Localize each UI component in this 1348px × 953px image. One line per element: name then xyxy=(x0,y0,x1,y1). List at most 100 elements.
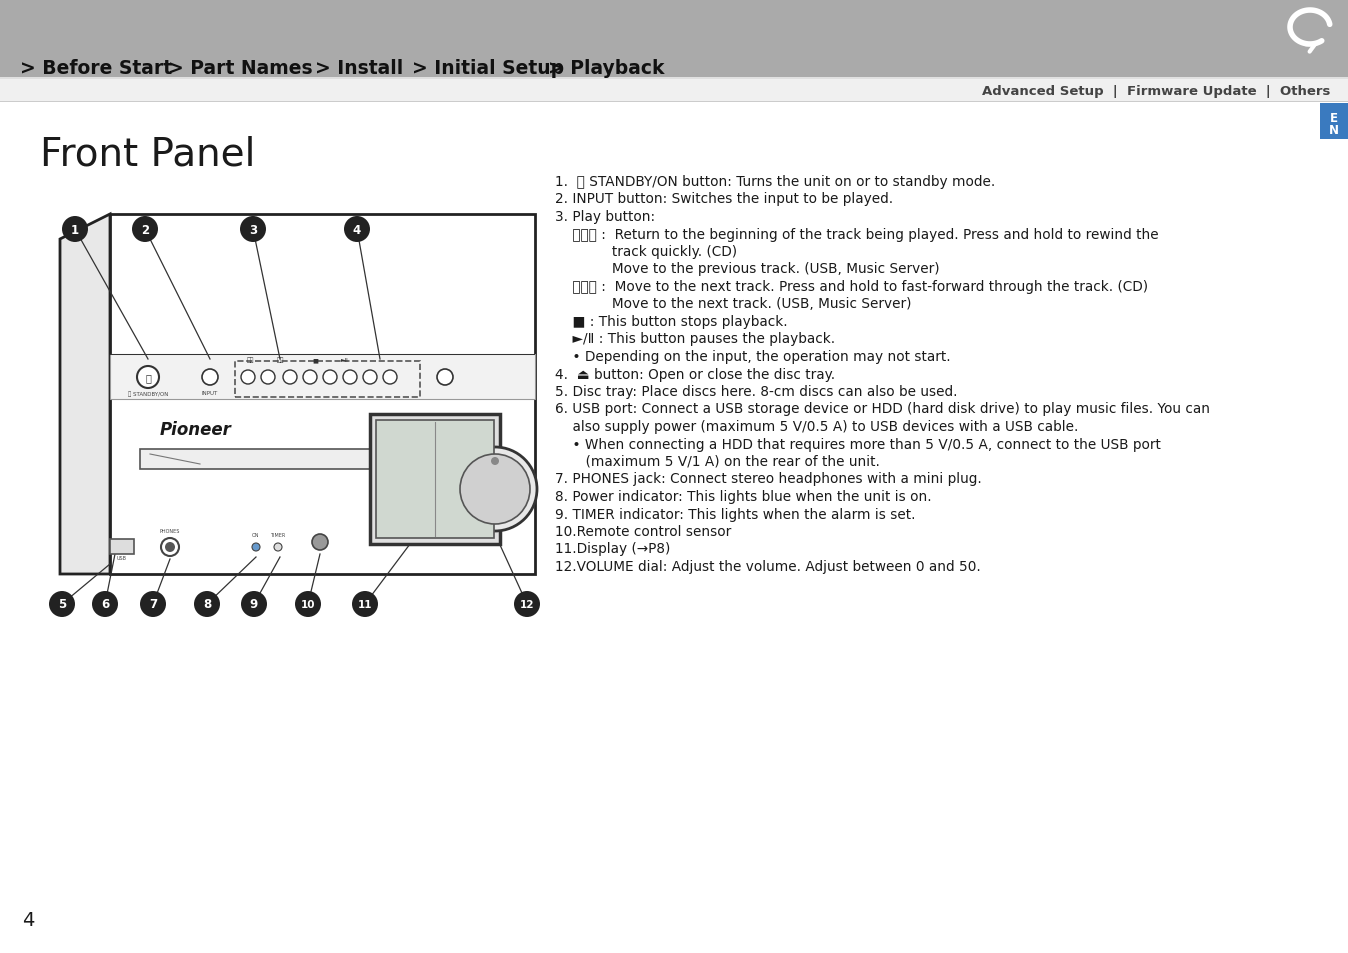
Text: 9. TIMER indicator: This lights when the alarm is set.: 9. TIMER indicator: This lights when the… xyxy=(555,507,915,521)
Bar xyxy=(0,80,1348,102)
Text: 11.Display (→P8): 11.Display (→P8) xyxy=(555,542,670,556)
Text: (maximum 5 V/1 A) on the rear of the unit.: (maximum 5 V/1 A) on the rear of the uni… xyxy=(555,455,880,469)
Text: Move to the previous track. (USB, Music Server): Move to the previous track. (USB, Music … xyxy=(555,262,940,276)
Text: ⏭⏭⏭ :  Move to the next track. Press and hold to fast-forward through the track.: ⏭⏭⏭ : Move to the next track. Press and … xyxy=(555,280,1148,294)
Text: Front Panel: Front Panel xyxy=(40,135,255,172)
Text: track quickly. (CD): track quickly. (CD) xyxy=(555,245,737,258)
Text: 5: 5 xyxy=(58,598,66,611)
Text: ON: ON xyxy=(252,533,260,537)
Text: N: N xyxy=(1329,123,1339,136)
Text: ⏭⏭: ⏭⏭ xyxy=(276,357,283,363)
Text: Pioneer: Pioneer xyxy=(160,420,232,438)
Circle shape xyxy=(324,371,337,385)
Circle shape xyxy=(252,543,260,552)
Text: 2. INPUT button: Switches the input to be played.: 2. INPUT button: Switches the input to b… xyxy=(555,193,894,206)
Circle shape xyxy=(295,592,321,618)
Circle shape xyxy=(241,592,267,618)
Text: • When connecting a HDD that requires more than 5 V/0.5 A, connect to the USB po: • When connecting a HDD that requires mo… xyxy=(555,437,1161,451)
Text: ⏻: ⏻ xyxy=(146,373,151,382)
Text: 1.  ⓨ STANDBY/ON button: Turns the unit on or to standby mode.: 1. ⓨ STANDBY/ON button: Turns the unit o… xyxy=(555,174,995,189)
Text: > Before Start: > Before Start xyxy=(20,58,173,77)
Text: 6: 6 xyxy=(101,598,109,611)
Text: Move to the next track. (USB, Music Server): Move to the next track. (USB, Music Serv… xyxy=(555,297,911,312)
Polygon shape xyxy=(111,214,535,575)
Text: USB: USB xyxy=(117,556,127,560)
Text: ■ : This button stops playback.: ■ : This button stops playback. xyxy=(555,314,787,329)
Text: 9: 9 xyxy=(249,598,257,611)
Text: TIMER: TIMER xyxy=(271,533,286,537)
Text: > Playback: > Playback xyxy=(549,58,665,77)
Text: ►Ⅱ: ►Ⅱ xyxy=(341,357,349,363)
Bar xyxy=(235,361,421,397)
Circle shape xyxy=(383,371,398,385)
Bar xyxy=(140,450,380,470)
Text: 12: 12 xyxy=(520,599,534,609)
Bar xyxy=(1320,104,1348,140)
Circle shape xyxy=(241,371,255,385)
Text: also supply power (maximum 5 V/0.5 A) to USB devices with a USB cable.: also supply power (maximum 5 V/0.5 A) to… xyxy=(555,419,1078,434)
Bar xyxy=(376,420,493,538)
Circle shape xyxy=(352,592,377,618)
Text: 7: 7 xyxy=(148,598,158,611)
Circle shape xyxy=(62,216,88,243)
Text: 8: 8 xyxy=(204,598,212,611)
Circle shape xyxy=(202,370,218,386)
Text: 4: 4 xyxy=(353,223,361,236)
Polygon shape xyxy=(111,355,535,399)
Text: 4: 4 xyxy=(22,910,35,929)
Circle shape xyxy=(262,371,275,385)
Text: PHONES: PHONES xyxy=(160,529,181,534)
Text: 5. Disc tray: Place discs here. 8-cm discs can also be used.: 5. Disc tray: Place discs here. 8-cm dis… xyxy=(555,385,957,398)
Bar xyxy=(0,0,1348,40)
Circle shape xyxy=(283,371,297,385)
Text: 12.VOLUME dial: Adjust the volume. Adjust between 0 and 50.: 12.VOLUME dial: Adjust the volume. Adjus… xyxy=(555,559,981,574)
Text: E: E xyxy=(1330,112,1339,126)
Circle shape xyxy=(342,371,357,385)
Circle shape xyxy=(49,592,75,618)
Text: 3. Play button:: 3. Play button: xyxy=(555,210,655,224)
Text: ⏮⏮⏮ :  Return to the beginning of the track being played. Press and hold to rewi: ⏮⏮⏮ : Return to the beginning of the tra… xyxy=(555,227,1159,241)
Circle shape xyxy=(491,457,499,465)
Text: 6. USB port: Connect a USB storage device or HDD (hard disk drive) to play music: 6. USB port: Connect a USB storage devic… xyxy=(555,402,1211,416)
Text: ⏮⏮: ⏮⏮ xyxy=(247,357,253,363)
Text: ⓢ STANDBY/ON: ⓢ STANDBY/ON xyxy=(128,391,168,396)
Text: INPUT: INPUT xyxy=(202,391,218,395)
Circle shape xyxy=(344,216,369,243)
Circle shape xyxy=(453,448,537,532)
Text: • Depending on the input, the operation may not start.: • Depending on the input, the operation … xyxy=(555,350,950,364)
Circle shape xyxy=(137,367,159,389)
Text: 11: 11 xyxy=(357,599,372,609)
Text: > Part Names: > Part Names xyxy=(168,58,313,77)
Bar xyxy=(0,0,1348,78)
Circle shape xyxy=(92,592,119,618)
Circle shape xyxy=(194,592,220,618)
Circle shape xyxy=(303,371,317,385)
Text: 7. PHONES jack: Connect stereo headphones with a mini plug.: 7. PHONES jack: Connect stereo headphone… xyxy=(555,472,981,486)
Text: 10: 10 xyxy=(301,599,315,609)
Text: > Initial Setup: > Initial Setup xyxy=(412,58,563,77)
Circle shape xyxy=(160,538,179,557)
Text: 10.Remote control sensor: 10.Remote control sensor xyxy=(555,524,731,538)
Text: ■: ■ xyxy=(313,357,318,363)
Text: > Install: > Install xyxy=(315,58,403,77)
Text: 4.  ⏏ button: Open or close the disc tray.: 4. ⏏ button: Open or close the disc tray… xyxy=(555,367,836,381)
Bar xyxy=(369,415,500,544)
Text: 8. Power indicator: This lights blue when the unit is on.: 8. Power indicator: This lights blue whe… xyxy=(555,490,931,503)
Circle shape xyxy=(363,371,377,385)
Polygon shape xyxy=(61,214,111,575)
Circle shape xyxy=(164,542,175,553)
Circle shape xyxy=(514,592,541,618)
Text: ►/Ⅱ : This button pauses the playback.: ►/Ⅱ : This button pauses the playback. xyxy=(555,333,836,346)
Bar xyxy=(0,102,1348,103)
Circle shape xyxy=(437,370,453,386)
Text: 1: 1 xyxy=(71,223,80,236)
Circle shape xyxy=(311,535,328,551)
Circle shape xyxy=(460,455,530,524)
Text: Advanced Setup  |  Firmware Update  |  Others: Advanced Setup | Firmware Update | Other… xyxy=(981,85,1330,97)
Bar xyxy=(111,539,133,555)
Circle shape xyxy=(132,216,158,243)
Bar xyxy=(0,78,1348,80)
Circle shape xyxy=(140,592,166,618)
Circle shape xyxy=(274,543,282,552)
Text: 2: 2 xyxy=(142,223,150,236)
